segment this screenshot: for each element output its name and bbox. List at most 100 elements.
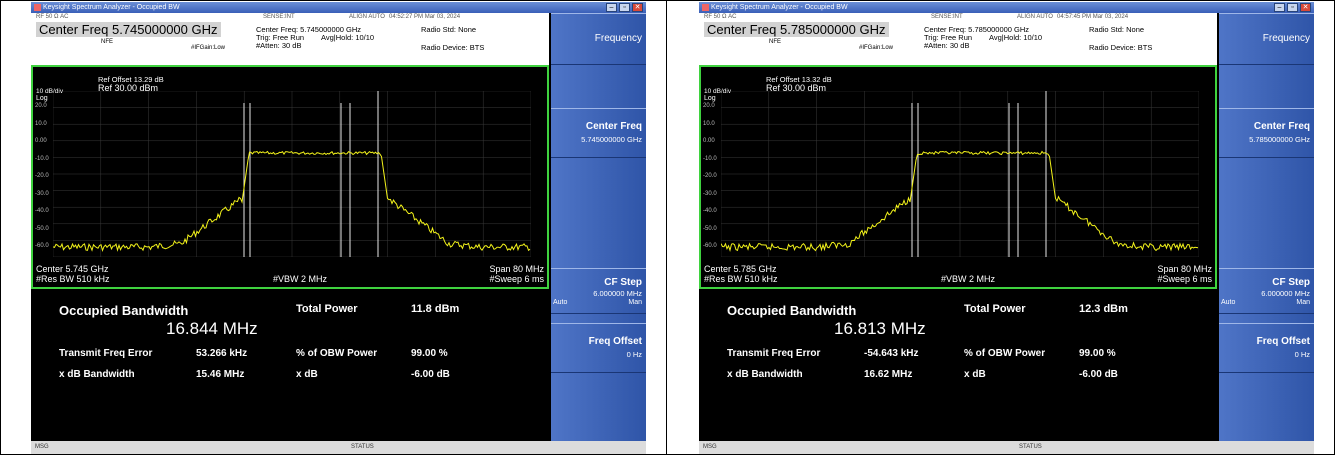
radio-device: Radio Device: BTS <box>421 43 485 52</box>
xdb-bw-value: 16.62 MHz <box>864 369 913 380</box>
radio-device: Radio Device: BTS <box>1089 43 1153 52</box>
menu-title: Frequency <box>1219 13 1314 65</box>
log-scale-label: Log <box>36 95 48 102</box>
ref-offset: Ref Offset 13.29 dB <box>98 75 164 84</box>
res-bw-label: #Res BW 510 kHz <box>704 274 778 284</box>
ref-level: Ref 30.00 dBm <box>98 83 159 93</box>
cf-step-softkey[interactable]: CF Step 6.000000 MHz Auto Man <box>551 268 646 314</box>
total-power-label: Total Power <box>964 303 1026 315</box>
center-freq-readout[interactable]: Center Freq 5.745000000 GHz <box>36 22 221 37</box>
obw-power-value: 99.00 % <box>1079 348 1116 359</box>
center-freq-softkey[interactable]: Center Freq 5.745000000 GHz <box>551 108 646 158</box>
msg-label: MSG <box>35 444 49 450</box>
vbw-label: #VBW 2 MHz <box>273 274 328 284</box>
window-controls: – ▫ ✕ <box>1274 3 1311 12</box>
center-freq-softkey[interactable]: Center Freq 5.785000000 GHz <box>1219 108 1314 158</box>
y-tick-label: 0.00 <box>35 138 47 144</box>
cf-step-softkey[interactable]: CF Step 6.000000 MHz Auto Man <box>1219 268 1314 314</box>
y-tick-label: 10.0 <box>703 120 715 127</box>
ref-level: Ref 30.00 dBm <box>766 83 827 93</box>
y-tick-label: -40.0 <box>703 208 717 214</box>
tfe-label: Transmit Freq Error <box>727 348 821 359</box>
obw-value: 16.813 MHz <box>834 319 926 338</box>
radio-std: Radio Std: None <box>1089 25 1145 34</box>
scale-per-div: 10 dB/div <box>36 88 64 95</box>
y-tick-label: -20.0 <box>35 173 49 179</box>
obw-power-value: 99.00 % <box>411 348 448 359</box>
results-table: Occupied Bandwidth 16.813 MHz Total Powe… <box>699 289 1217 441</box>
window-titlebar: Keysight Spectrum Analyzer - Occupied BW… <box>31 2 646 13</box>
y-tick-label: -20.0 <box>703 173 717 179</box>
y-tick-label: 10.0 <box>35 120 47 127</box>
spectrum-plot: Ref Offset 13.32 dB Ref 30.00 dBm 10 dB/… <box>699 65 1217 289</box>
y-tick-label: -30.0 <box>703 190 717 197</box>
gate-status: #IFGain:Low <box>191 45 226 51</box>
y-tick-label: 20.0 <box>703 103 715 109</box>
obw-label: Occupied Bandwidth <box>59 303 189 318</box>
total-power-value: 12.3 dBm <box>1079 303 1128 315</box>
input-settings: RF 50 Ω AC <box>36 14 69 20</box>
minimize-button[interactable]: – <box>606 3 617 12</box>
spectrum-plot: Ref Offset 13.29 dB Ref 30.00 dBm 10 dB/… <box>31 65 549 289</box>
nfe-label: NFE <box>101 39 113 45</box>
xdb-value: -6.00 dB <box>1079 369 1118 380</box>
sense-indicator: SENSE:INT <box>931 14 963 20</box>
xdb-label: x dB <box>296 369 318 380</box>
analyzer-panel-2: Keysight Spectrum Analyzer - Occupied BW… <box>699 2 1314 454</box>
results-table: Occupied Bandwidth 16.844 MHz Total Powe… <box>31 289 549 441</box>
obw-power-label: % of OBW Power <box>296 348 378 359</box>
restore-button[interactable]: ▫ <box>619 3 630 12</box>
y-tick-label: 0.00 <box>703 138 715 144</box>
status-label: STATUS <box>351 444 374 450</box>
trigger-status: Trig: Free Run <box>924 33 973 42</box>
y-tick-label: -10.0 <box>35 155 49 162</box>
attenuation-status: #Atten: 30 dB <box>256 41 302 50</box>
measurement-header: RF 50 Ω AC SENSE:INT ALIGN AUTO 04:57:45… <box>699 13 1217 65</box>
panel-divider <box>666 0 667 455</box>
xdb-bw-label: x dB Bandwidth <box>59 369 135 380</box>
softkey-menu: Frequency Center Freq 5.745000000 GHz CF… <box>551 13 646 441</box>
minimize-button[interactable]: – <box>1274 3 1285 12</box>
menu-title: Frequency <box>551 13 646 65</box>
center-freq-small: Center Freq: 5.785000000 GHz <box>924 25 1030 34</box>
window-title: Keysight Spectrum Analyzer - Occupied BW <box>43 4 180 11</box>
status-label: STATUS <box>1019 444 1042 450</box>
freq-offset-softkey[interactable]: Freq Offset 0 Hz <box>551 323 646 373</box>
avg-hold-status: Avg|Hold: 10/10 <box>989 33 1043 42</box>
y-tick-label: -30.0 <box>35 190 49 197</box>
tfe-value: 53.266 kHz <box>196 348 248 359</box>
freq-offset-softkey[interactable]: Freq Offset 0 Hz <box>1219 323 1314 373</box>
log-scale-label: Log <box>704 95 716 102</box>
align-indicator: ALIGN AUTO <box>349 14 385 20</box>
sweep-label: #Sweep 6 ms <box>489 274 544 284</box>
obw-value: 16.844 MHz <box>166 319 258 338</box>
xdb-value: -6.00 dB <box>411 369 450 380</box>
ref-offset: Ref Offset 13.32 dB <box>766 75 832 84</box>
trace-area <box>721 91 1199 257</box>
avg-hold-status: Avg|Hold: 10/10 <box>321 33 375 42</box>
msg-label: MSG <box>703 444 717 450</box>
total-power-label: Total Power <box>296 303 358 315</box>
input-settings: RF 50 Ω AC <box>704 14 737 20</box>
window-title: Keysight Spectrum Analyzer - Occupied BW <box>711 4 848 11</box>
obw-power-label: % of OBW Power <box>964 348 1046 359</box>
xdb-label: x dB <box>964 369 986 380</box>
tfe-label: Transmit Freq Error <box>59 348 153 359</box>
y-tick-label: -50.0 <box>703 225 717 232</box>
app-icon <box>702 4 709 11</box>
window-titlebar: Keysight Spectrum Analyzer - Occupied BW… <box>699 2 1314 13</box>
xdb-bw-label: x dB Bandwidth <box>727 369 803 380</box>
datetime: 04:52:27 PM Mar 03, 2024 <box>389 14 461 20</box>
close-button[interactable]: ✕ <box>1300 3 1311 12</box>
restore-button[interactable]: ▫ <box>1287 3 1298 12</box>
status-bar: MSG STATUS <box>31 441 646 454</box>
attenuation-status: #Atten: 30 dB <box>924 41 970 50</box>
close-button[interactable]: ✕ <box>632 3 643 12</box>
analyzer-panel-1: Keysight Spectrum Analyzer - Occupied BW… <box>31 2 646 454</box>
center-freq-label: Center 5.745 GHz <box>36 264 109 274</box>
y-tick-label: -60.0 <box>35 243 49 249</box>
y-tick-label: -60.0 <box>703 243 717 249</box>
y-tick-label: -50.0 <box>35 225 49 232</box>
center-freq-readout[interactable]: Center Freq 5.785000000 GHz <box>704 22 889 37</box>
radio-std: Radio Std: None <box>421 25 477 34</box>
